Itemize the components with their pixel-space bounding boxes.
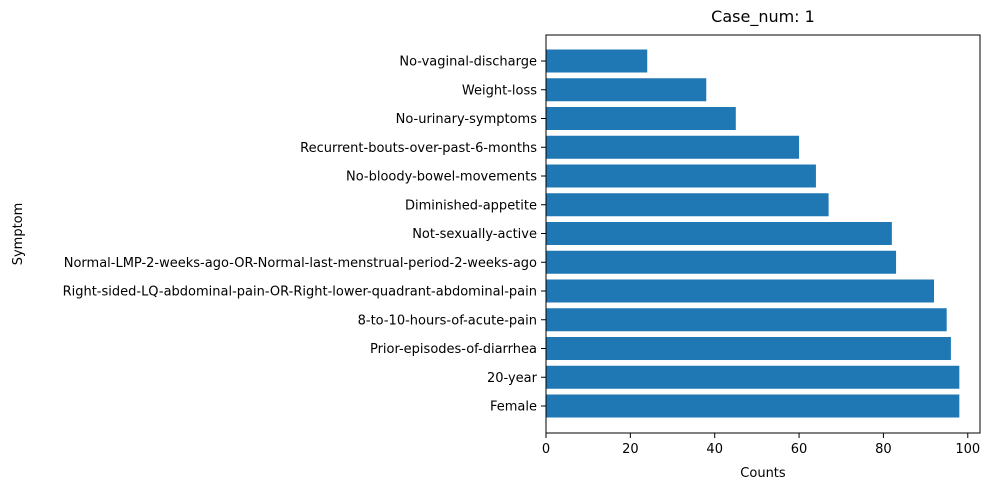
bar: [546, 365, 960, 389]
x-tick-label: 60: [791, 442, 808, 457]
bar: [546, 308, 947, 332]
y-tick-label: No-vaginal-discharge: [399, 55, 537, 70]
bar: [546, 222, 892, 245]
y-tick-label: Prior-episodes-of-diarrhea: [370, 342, 537, 357]
y-tick-label: Normal-LMP-2-weeks-ago-OR-Normal-last-me…: [64, 256, 537, 271]
y-tick-label: Right-sided-LQ-abdominal-pain-OR-Right-l…: [63, 285, 537, 300]
bar: [546, 250, 897, 274]
y-tick-label: Weight-loss: [462, 83, 537, 98]
bar: [546, 164, 816, 188]
y-tick-label: Recurrent-bouts-over-past-6-months: [300, 141, 537, 156]
y-axis-label: Symptom: [11, 203, 26, 266]
y-tick-label: 8-to-10-hours-of-acute-pain: [358, 313, 537, 328]
plot-frame: [545, 34, 981, 434]
x-tick-label: 0: [542, 442, 550, 457]
bars-group: [546, 49, 960, 418]
x-ticks-group: 0 20 40 60 80 100: [542, 433, 980, 457]
x-tick-label: 80: [875, 442, 892, 457]
bar: [546, 394, 960, 418]
bar: [546, 107, 736, 130]
y-ticks-group: Female 20-year Prior-episodes-of-diarrhea 8…: [63, 55, 546, 415]
bar: [546, 193, 829, 217]
bar: [546, 135, 800, 159]
bar: [546, 279, 935, 303]
y-tick-label: Female: [490, 400, 537, 415]
y-tick-label: No-bloody-bowel-movements: [346, 170, 537, 185]
y-tick-label: 20-year: [487, 371, 538, 386]
x-tick-label: 40: [706, 442, 723, 457]
bar: [546, 49, 648, 73]
x-tick-label: 100: [955, 442, 980, 457]
bar: [546, 78, 707, 102]
x-axis-label: Counts: [740, 466, 786, 481]
y-tick-label: No-urinary-symptoms: [396, 112, 538, 127]
bar: [546, 337, 951, 360]
x-tick-label: 20: [622, 442, 639, 457]
chart-title: Case_num: 1: [711, 7, 815, 27]
y-tick-label: Diminished-appetite: [405, 198, 537, 213]
y-tick-label: Not-sexually-active: [412, 227, 537, 242]
